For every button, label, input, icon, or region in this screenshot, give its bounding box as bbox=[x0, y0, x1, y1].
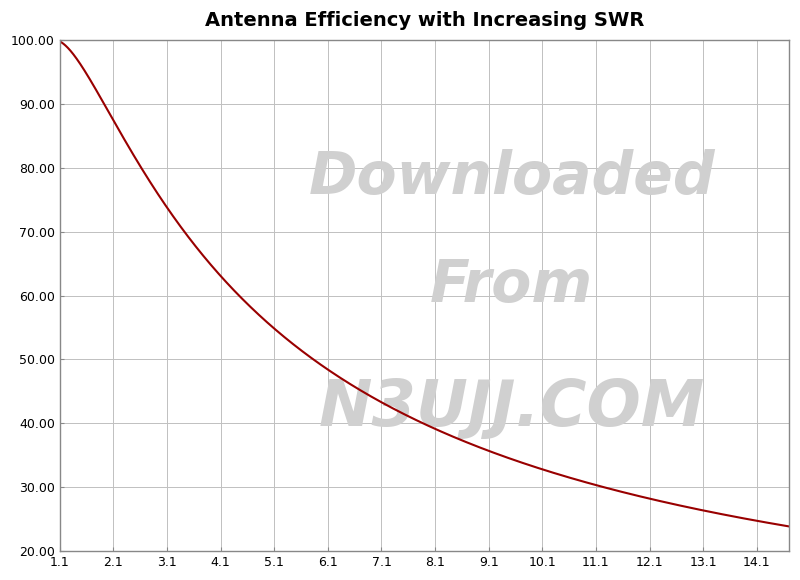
Text: From: From bbox=[430, 257, 594, 314]
Text: N3UJJ.COM: N3UJJ.COM bbox=[318, 377, 705, 439]
Title: Antenna Efficiency with Increasing SWR: Antenna Efficiency with Increasing SWR bbox=[205, 11, 644, 30]
Text: Downloaded: Downloaded bbox=[309, 150, 715, 206]
